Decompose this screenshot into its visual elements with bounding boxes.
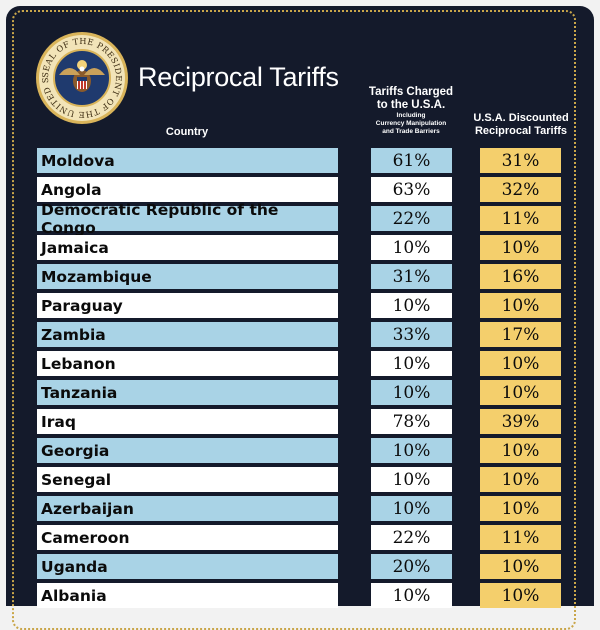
header-country: Country [165, 126, 209, 138]
charged-cell: 10% [371, 583, 452, 608]
charged-cell: 61% [371, 148, 452, 173]
discounted-cell: 16% [480, 264, 561, 289]
discounted-cell: 31% [480, 148, 561, 173]
charged-cell: 22% [371, 525, 452, 550]
discounted-cell: 11% [480, 206, 561, 231]
discounted-cell: 10% [480, 496, 561, 521]
table-row: Moldova 61% 31% [0, 148, 600, 173]
country-cell: Paraguay [37, 293, 338, 318]
country-cell: Angola [37, 177, 338, 202]
page-title: Reciprocal Tariffs [138, 62, 339, 92]
charged-cell: 31% [371, 264, 452, 289]
discounted-cell: 10% [480, 351, 561, 376]
charged-cell: 22% [371, 206, 452, 231]
country-cell: Georgia [37, 438, 338, 463]
table-row: Cameroon 22% 11% [0, 525, 600, 550]
table-row: Angola 63% 32% [0, 177, 600, 202]
country-cell: Cameroon [37, 525, 338, 550]
discounted-cell: 10% [480, 438, 561, 463]
table-row: Mozambique 31% 16% [0, 264, 600, 289]
country-cell: Jamaica [37, 235, 338, 260]
table-row: Georgia 10% 10% [0, 438, 600, 463]
table-row: Azerbaijan 10% 10% [0, 496, 600, 521]
country-cell: Lebanon [37, 351, 338, 376]
charged-cell: 78% [371, 409, 452, 434]
table-row: Uganda 20% 10% [0, 554, 600, 579]
discounted-cell: 39% [480, 409, 561, 434]
charged-cell: 20% [371, 554, 452, 579]
discounted-cell: 10% [480, 293, 561, 318]
country-cell: Democratic Republic of the Congo [37, 201, 338, 237]
charged-cell: 10% [371, 380, 452, 405]
charged-cell: 10% [371, 467, 452, 492]
country-cell: Uganda [37, 554, 338, 579]
country-cell: Albania [37, 583, 338, 608]
table-row: Tanzania 10% 10% [0, 380, 600, 405]
country-cell: Tanzania [37, 380, 338, 405]
presidential-seal-icon: SEAL OF THE PRESIDENT OF THE UNITED STAT… [35, 31, 128, 124]
charged-cell: 10% [371, 351, 452, 376]
header-charged-note3: and Trade Barriers [382, 128, 440, 135]
discounted-cell: 10% [480, 467, 561, 492]
country-cell: Moldova [37, 148, 338, 173]
table-row: Zambia 33% 17% [0, 322, 600, 347]
header-discounted-line1: U.S.A. Discounted [473, 112, 569, 124]
charged-cell: 33% [371, 322, 452, 347]
table-row: Senegal 10% 10% [0, 467, 600, 492]
table-row: Lebanon 10% 10% [0, 351, 600, 376]
table-row: Paraguay 10% 10% [0, 293, 600, 318]
country-cell: Azerbaijan [37, 496, 338, 521]
charged-cell: 10% [371, 496, 452, 521]
table-row: Jamaica 10% 10% [0, 235, 600, 260]
discounted-cell: 10% [480, 554, 561, 579]
discounted-cell: 10% [480, 380, 561, 405]
country-cell: Mozambique [37, 264, 338, 289]
header-tariffs-charged: Tariffs Charged to the U.S.A. Including … [358, 86, 464, 136]
header-charged-note1: Including [396, 112, 426, 119]
country-cell: Iraq [37, 409, 338, 434]
header-charged-note2: Currency Manipulation [375, 120, 447, 127]
table-row: Democratic Republic of the Congo 22% 11% [0, 201, 600, 237]
header-charged-line1: Tariffs Charged [368, 86, 454, 98]
table-row: Albania 10% 10% [0, 583, 600, 608]
country-cell: Zambia [37, 322, 338, 347]
discounted-cell: 10% [480, 583, 561, 608]
table-row: Iraq 78% 39% [0, 409, 600, 434]
country-cell: Senegal [37, 467, 338, 492]
charged-cell: 10% [371, 438, 452, 463]
header-charged-line2: to the U.S.A. [376, 99, 446, 111]
header-discounted: U.S.A. Discounted Reciprocal Tariffs [466, 112, 576, 138]
discounted-cell: 32% [480, 177, 561, 202]
discounted-cell: 11% [480, 525, 561, 550]
charged-cell: 10% [371, 235, 452, 260]
charged-cell: 10% [371, 293, 452, 318]
header-discounted-line2: Reciprocal Tariffs [474, 125, 568, 137]
discounted-cell: 17% [480, 322, 561, 347]
discounted-cell: 10% [480, 235, 561, 260]
charged-cell: 63% [371, 177, 452, 202]
